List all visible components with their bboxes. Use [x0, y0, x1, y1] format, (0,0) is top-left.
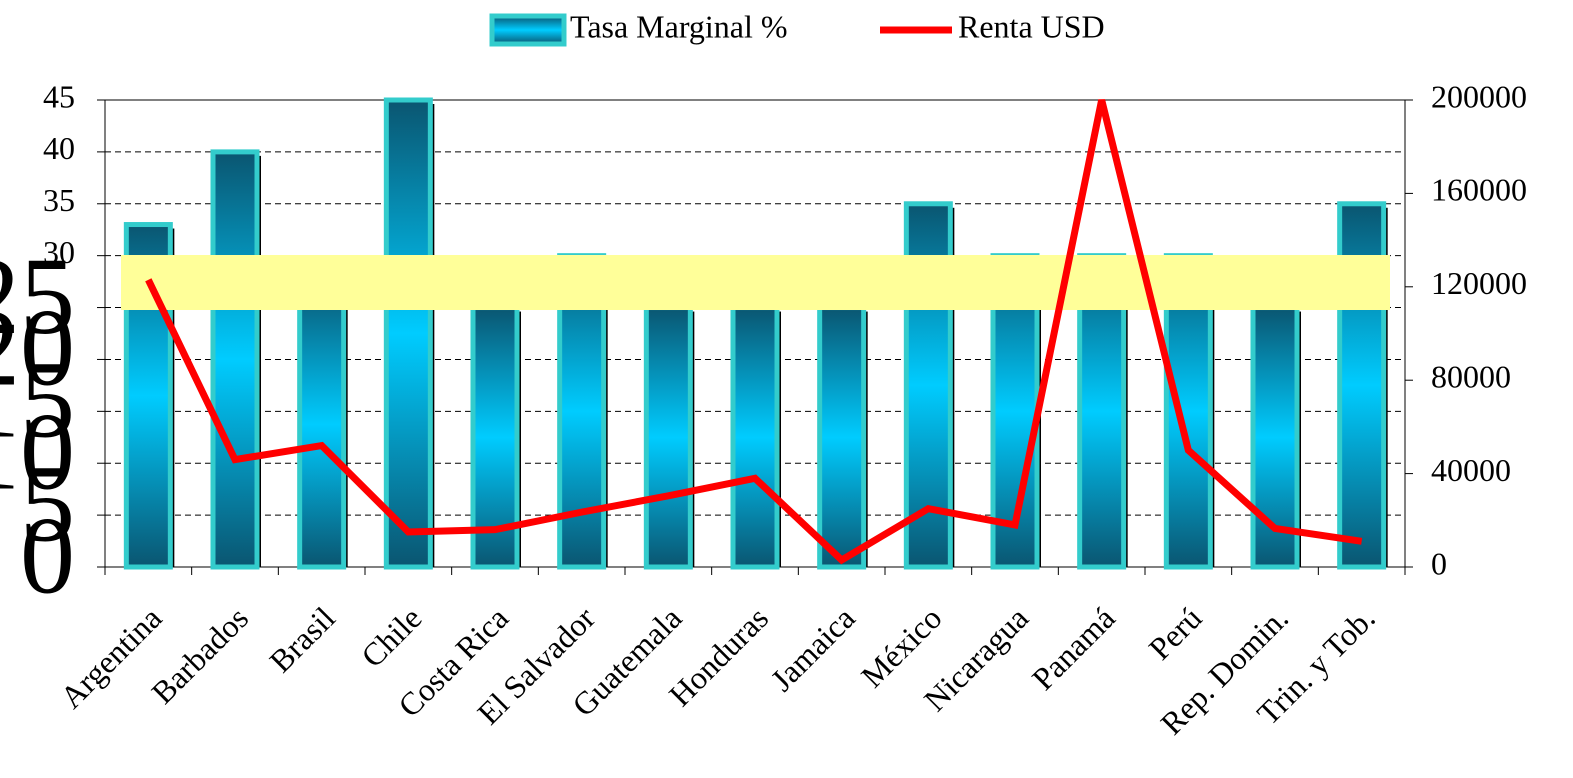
bar: [730, 305, 780, 570]
y-tick-label: 45: [43, 78, 75, 114]
y-tick-label: 25: [0, 235, 75, 357]
y-tick-label: 35: [43, 182, 75, 218]
x-tick-label: Argentina: [53, 600, 169, 716]
y2-tick-label: 120000: [1431, 265, 1527, 301]
legend-swatch: [489, 13, 567, 47]
bar: [817, 305, 867, 570]
y2-tick-label: 0: [1431, 545, 1447, 581]
y2-tick-label: 80000: [1431, 359, 1511, 395]
bar: [297, 279, 347, 570]
x-tick-label: Chile: [354, 600, 428, 674]
line: [145, 99, 1363, 565]
bar: [1250, 305, 1300, 570]
y-tick-label: 0: [20, 494, 75, 616]
bar: [383, 97, 433, 570]
y-tick-label: 15: [0, 339, 75, 461]
bar: [210, 149, 260, 570]
x-tick-label: Perú: [1142, 600, 1209, 667]
x-tick-label: Jamaica: [763, 600, 861, 698]
y-tick-label: 5: [20, 442, 75, 564]
legend-label: Tasa Marginal %: [570, 8, 788, 44]
y-tick-label: 10: [0, 390, 75, 512]
x-tick-label: Barbados: [144, 600, 255, 711]
y2-tick-label: 200000: [1431, 78, 1527, 114]
x-tick-label: Panamá: [1025, 600, 1122, 697]
y2-tick-label: 160000: [1431, 172, 1527, 208]
y-tick-label: 30: [43, 234, 75, 270]
plot-area: 0510152025303540450400008000012000016000…: [0, 78, 1527, 616]
y-tick-label: 20: [0, 287, 75, 409]
bar: [643, 305, 693, 570]
highlight-box: [121, 255, 1390, 310]
y2-tick-label: 40000: [1431, 452, 1511, 488]
y-tick-label: 40: [43, 130, 75, 166]
legend-label: Renta USD: [958, 8, 1105, 44]
x-tick-label: Brasil: [262, 600, 342, 680]
